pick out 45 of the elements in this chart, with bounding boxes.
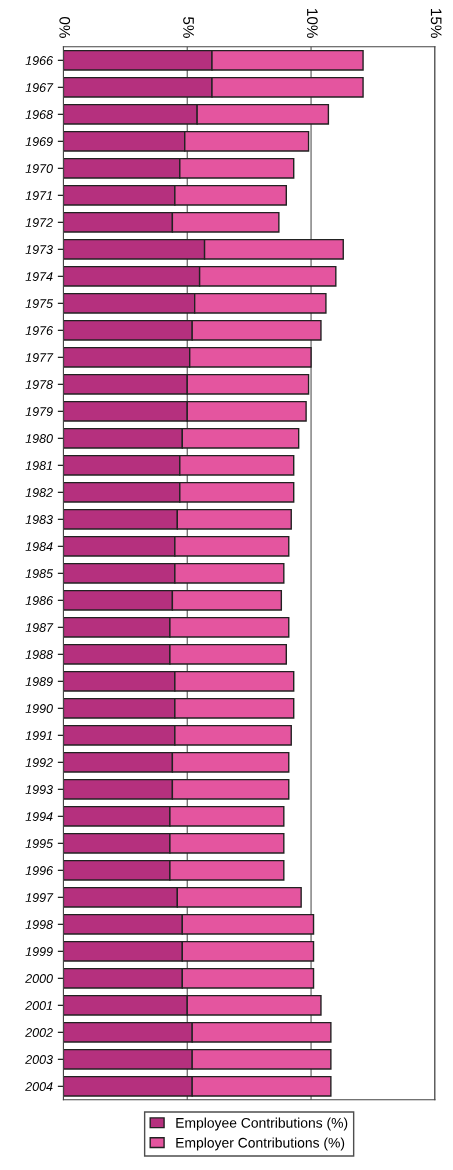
y-tick-label: 1998 bbox=[25, 920, 53, 929]
y-tick-label: 1975 bbox=[25, 299, 54, 308]
y-tick-label: 1966 bbox=[25, 56, 54, 65]
y-tick-label: 1986 bbox=[25, 596, 54, 605]
legend-label: Employee Contributions (%) bbox=[176, 1117, 348, 1131]
y-tick-label: 1969 bbox=[25, 137, 53, 146]
y-tick-label: 1971 bbox=[25, 191, 52, 200]
y-tick-label: 1988 bbox=[25, 650, 53, 659]
x-tick-label: 5% bbox=[183, 17, 194, 38]
y-tick-label: 1974 bbox=[25, 272, 53, 281]
y-tick-label: 1983 bbox=[25, 515, 53, 524]
y-tick-label: 1972 bbox=[25, 218, 53, 227]
y-tick-label: 2004 bbox=[25, 1082, 53, 1091]
y-tick-label: 1984 bbox=[25, 542, 53, 551]
y-tick-label: 1980 bbox=[25, 434, 53, 443]
y-tick-label: 2003 bbox=[25, 1055, 53, 1064]
y-tick-label: 1989 bbox=[25, 677, 53, 686]
x-tick-label: 15% bbox=[430, 9, 442, 38]
y-tick-label: 1987 bbox=[25, 623, 54, 632]
y-tick-label: 1967 bbox=[25, 83, 54, 92]
y-tick-label: 1979 bbox=[25, 407, 53, 416]
y-tick-label: 2002 bbox=[25, 1028, 53, 1037]
x-tick-label: 10% bbox=[306, 9, 318, 38]
y-tick-label: 1968 bbox=[25, 110, 53, 119]
y-tick-label: 1994 bbox=[25, 812, 53, 821]
y-tick-label: 1999 bbox=[25, 947, 53, 956]
y-tick-label: 2000 bbox=[25, 974, 53, 983]
y-tick-label: 2001 bbox=[25, 1001, 52, 1010]
y-tick-label: 1973 bbox=[25, 245, 53, 254]
legend-label: Employer Contributions (%) bbox=[176, 1137, 345, 1151]
x-tick-label: 0% bbox=[59, 16, 71, 38]
y-tick-label: 1970 bbox=[25, 164, 53, 173]
y-tick-label: 1981 bbox=[25, 461, 52, 470]
y-tick-label: 1993 bbox=[25, 785, 53, 794]
y-tick-label: 1996 bbox=[25, 866, 54, 875]
y-tick-label: 1995 bbox=[25, 839, 54, 848]
y-tick-label: 1978 bbox=[25, 380, 53, 389]
y-tick-label: 1997 bbox=[25, 893, 54, 902]
y-tick-label: 1990 bbox=[25, 704, 53, 713]
y-tick-label: 1982 bbox=[25, 488, 53, 497]
y-tick-label: 1985 bbox=[25, 569, 54, 578]
y-tick-label: 1991 bbox=[25, 731, 52, 740]
y-tick-label: 1977 bbox=[25, 353, 54, 362]
y-tick-label: 1976 bbox=[25, 326, 54, 335]
y-tick-label: 1992 bbox=[25, 758, 53, 767]
